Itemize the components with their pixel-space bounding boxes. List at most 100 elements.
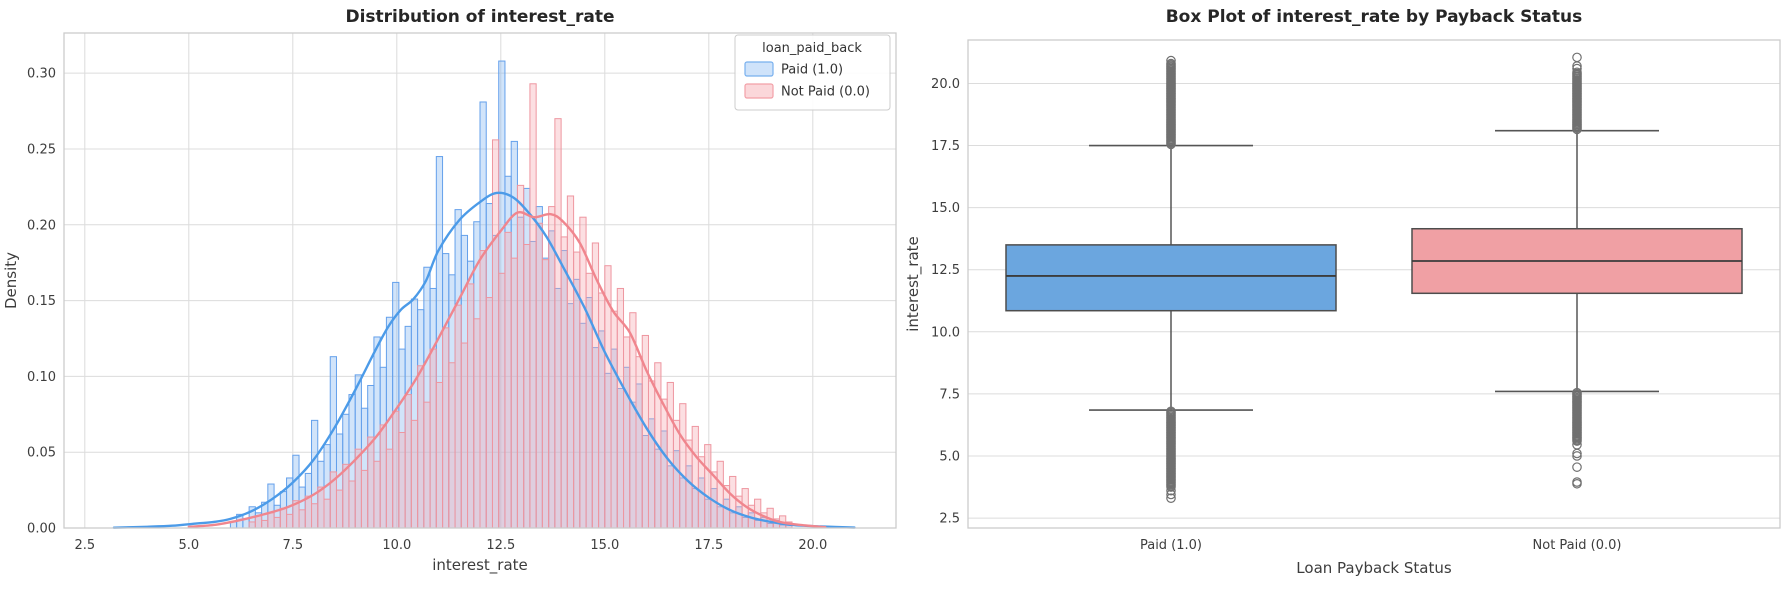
histogram-bar-notpaid — [598, 292, 606, 529]
outlier-circle — [1166, 485, 1176, 496]
histogram-bar-notpaid — [635, 356, 643, 529]
y-axis-title: interest_rate — [904, 236, 923, 332]
legend-swatch — [744, 61, 774, 77]
y-tick-label: 0.20 — [27, 218, 56, 233]
histogram-bar-notpaid — [323, 498, 331, 529]
y-tick-label: 17.5 — [931, 139, 960, 154]
histogram-bar-notpaid — [541, 259, 550, 529]
histogram-bar-notpaid — [535, 222, 543, 529]
histogram-bar-notpaid — [354, 448, 362, 529]
plot-border — [63, 32, 897, 529]
outlier-circle — [1166, 55, 1176, 66]
y-tick-label: 15.0 — [931, 201, 960, 216]
y-tick-label: 0.15 — [27, 294, 56, 309]
histogram-bar-notpaid — [716, 460, 724, 529]
histogram-bar-notpaid — [523, 243, 531, 529]
y-tick-label: 20.0 — [931, 77, 960, 92]
outlier-circle — [1572, 462, 1582, 472]
box-rect — [1005, 244, 1337, 312]
outlier-circle — [1166, 58, 1176, 69]
x-tick-label: 2.5 — [74, 538, 95, 553]
plot-border — [967, 39, 1781, 529]
histogram-bar-notpaid — [335, 489, 344, 529]
histogram-bar-notpaid — [254, 515, 263, 529]
legend-box — [734, 34, 891, 111]
histogram-bar-notpaid — [348, 480, 356, 529]
x-tick-label: 17.5 — [694, 538, 723, 553]
outlier-circle — [1572, 67, 1582, 78]
histogram-bar-notpaid — [267, 512, 275, 529]
histogram-bar-notpaid — [491, 139, 500, 529]
legend-title: loan_paid_back — [762, 41, 862, 56]
legend-label: Not Paid (0.0) — [781, 85, 870, 100]
distribution-chart: 2.5 5.0 7.5 10.0 12.5 15.0 17.5 20.0 0.00 0.05 0.1… — [2, 7, 897, 575]
histogram-bar-notpaid — [261, 519, 269, 529]
histogram-bar-notpaid — [485, 297, 493, 529]
y-tick-label: 10.0 — [931, 325, 960, 340]
histogram-bar-notpaid — [360, 469, 369, 529]
outlier-circle — [1572, 387, 1582, 398]
histogram-bar-notpaid — [342, 463, 350, 529]
legend-label: Paid (1.0) — [781, 63, 843, 78]
category-label: Paid (1.0) — [1140, 538, 1202, 553]
histogram-bar-notpaid — [560, 236, 568, 529]
histogram-bar-notpaid — [498, 272, 506, 529]
histogram-bar-notpaid — [454, 304, 462, 529]
chart-title: Distribution of interest_rate — [345, 7, 614, 27]
x-axis-title: interest_rate — [432, 556, 528, 575]
histogram-bar-notpaid — [467, 283, 475, 529]
histogram-bar-notpaid — [404, 394, 412, 529]
histogram-bar-notpaid — [398, 431, 406, 529]
chart-title: Box Plot of interest_rate by Payback Sta… — [1166, 7, 1583, 27]
y-tick-label: 5.0 — [939, 449, 960, 464]
x-tick-label: 7.5 — [282, 538, 303, 553]
y-tick-label: 0.30 — [27, 67, 56, 82]
kde-curve-paid — [112, 191, 856, 529]
y-axis-title: Density — [2, 252, 20, 309]
histogram-bar-notpaid — [591, 242, 600, 529]
histogram-bar-notpaid — [286, 513, 294, 529]
histogram-bar-notpaid — [311, 503, 319, 529]
histogram-bar-notpaid — [423, 401, 431, 529]
y-tick-label: 0.00 — [27, 522, 56, 537]
histogram-bar-notpaid — [448, 362, 456, 529]
histogram-bar-notpaid — [273, 516, 281, 529]
histogram-bar-notpaid — [442, 327, 450, 529]
outlier-circle — [1572, 63, 1582, 74]
x-axis-title: Loan Payback Status — [1296, 559, 1452, 577]
histogram-bar-notpaid — [417, 365, 425, 529]
outlier-circle — [1572, 448, 1582, 459]
histogram-bar-notpaid — [704, 444, 712, 529]
histogram-bar-notpaid — [548, 206, 556, 529]
histogram-bar-notpaid — [729, 475, 737, 529]
histogram-bar-notpaid — [672, 419, 681, 529]
boxplot-chart: 2.5 5.0 7.5 10.0 12.5 15.0 17.5 20.0 Paid (1.0) N… — [904, 7, 1781, 577]
histogram-bar-notpaid — [510, 257, 518, 529]
histogram-bar-notpaid — [373, 460, 381, 529]
histogram-bar-notpaid — [554, 118, 562, 529]
histogram-bar-notpaid — [660, 398, 668, 529]
x-tick-label: 20.0 — [798, 538, 827, 553]
histogram-bar-notpaid — [529, 83, 537, 529]
kde-curve-notpaid — [187, 210, 827, 529]
histogram-bar-notpaid — [392, 410, 400, 529]
histogram-bar-notpaid — [317, 486, 325, 529]
y-tick-label: 7.5 — [939, 387, 960, 402]
histogram-bar-notpaid — [516, 184, 525, 529]
x-tick-label: 15.0 — [590, 538, 619, 553]
x-tick-label: 10.0 — [382, 538, 411, 553]
histogram-bar-notpaid — [579, 216, 587, 529]
histogram-bar-notpaid — [379, 424, 387, 529]
outlier-circle — [1572, 451, 1582, 461]
outlier-circle — [1572, 478, 1582, 489]
outlier-circle — [1166, 493, 1176, 503]
histogram-bar-notpaid — [435, 381, 444, 529]
histogram-bar-notpaid — [429, 348, 437, 529]
histogram-bar-notpaid — [623, 336, 631, 529]
histogram-bar-notpaid — [248, 521, 256, 529]
y-tick-label: 2.5 — [939, 512, 960, 527]
histogram-bar-notpaid — [304, 495, 313, 529]
outlier-circle — [1166, 406, 1176, 417]
x-tick-label: 12.5 — [486, 538, 515, 553]
